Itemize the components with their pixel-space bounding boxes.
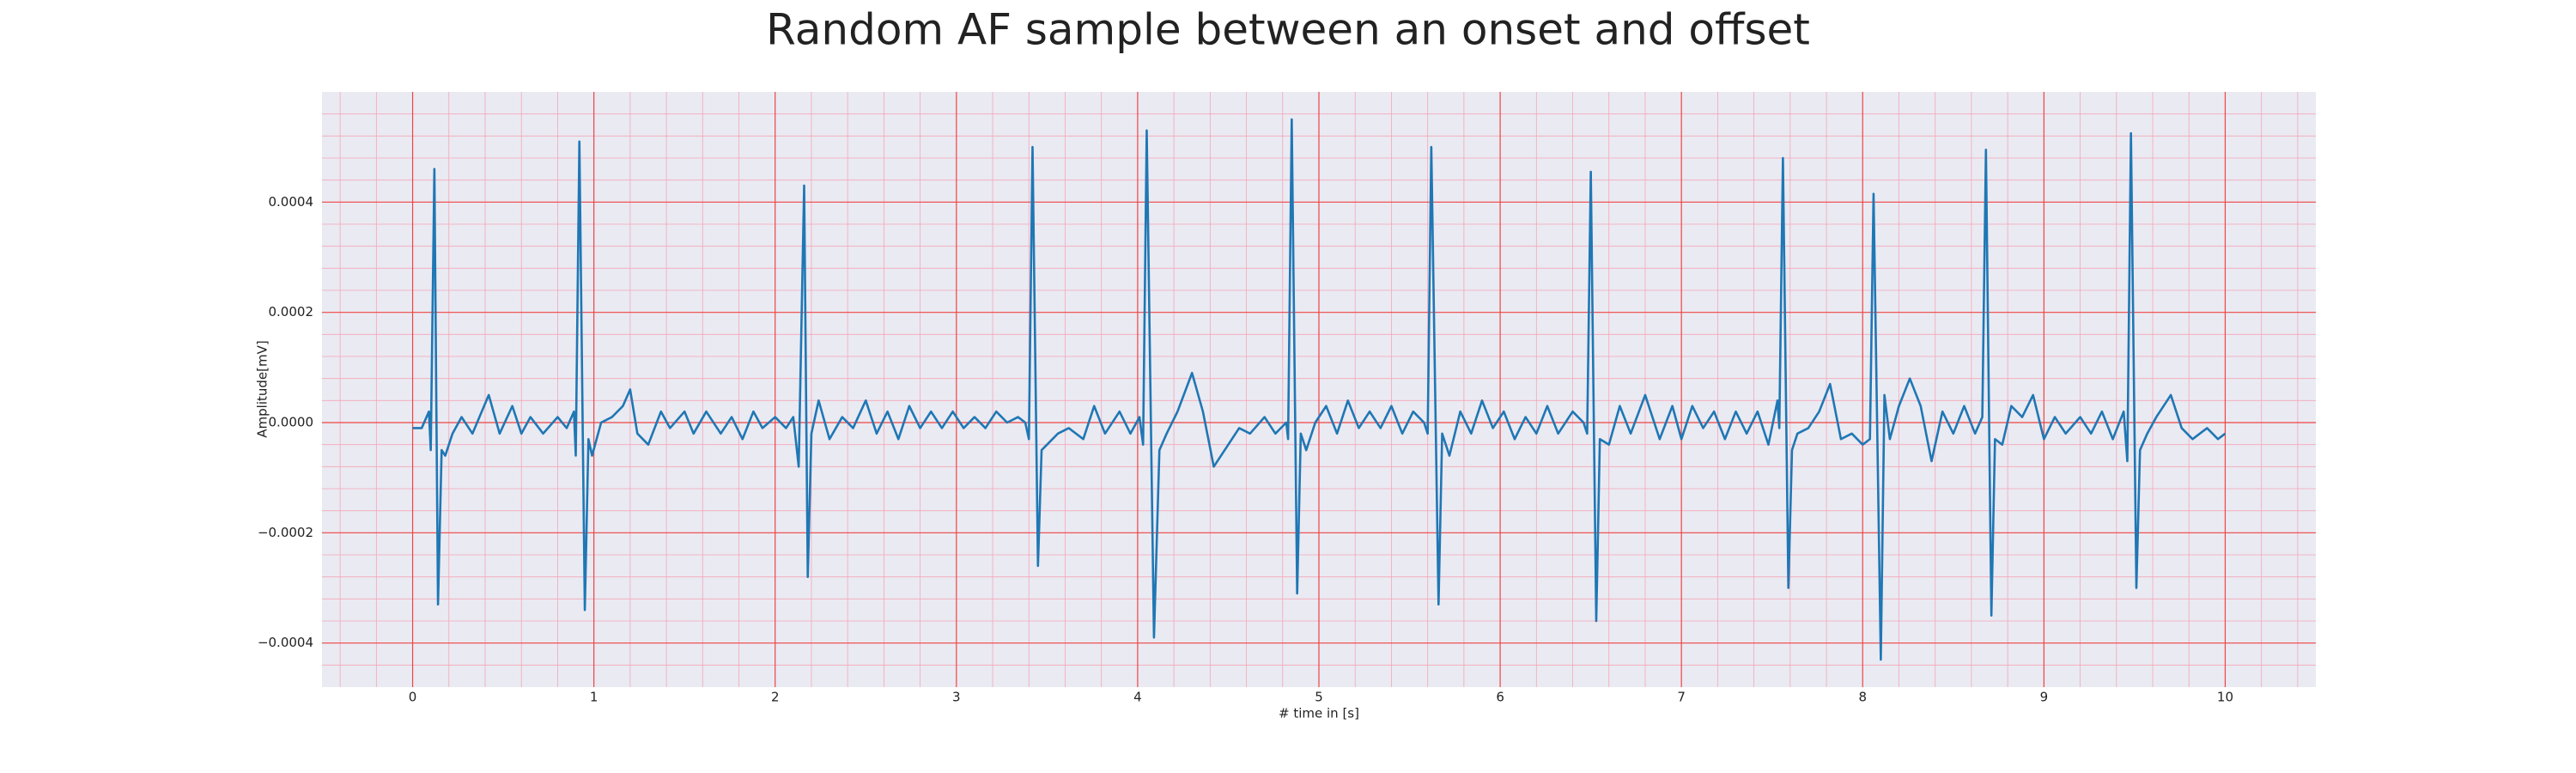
x-tick-label: 8 [1858,690,1867,705]
y-tick-label: 0.0000 [269,415,314,430]
x-tick-label: 9 [2040,690,2049,705]
x-tick-label: 2 [771,690,780,705]
chart-title: Random AF sample between an onset and of… [766,5,1810,55]
x-tick-label: 4 [1133,690,1142,705]
y-tick-label: 0.0002 [269,304,314,320]
x-tick-label: 6 [1496,690,1504,705]
grid [322,92,2316,687]
y-tick-label: −0.0004 [258,635,313,650]
y-axis-label: Amplitude[mV] [255,340,270,437]
x-tick-label: 5 [1315,690,1323,705]
marks [412,118,2227,661]
y-tick-label: 0.0004 [269,194,314,210]
x-tick-label: 3 [952,690,961,705]
x-tick-label: 7 [1677,690,1686,705]
y-tick-label: −0.0002 [258,525,313,540]
x-tick-label: 10 [2217,690,2233,705]
x-tick-label: 1 [590,690,598,705]
x-tick-label: 0 [409,690,417,705]
x-axis-label: # time in [s] [1279,706,1359,721]
ecg-line [412,118,2227,661]
